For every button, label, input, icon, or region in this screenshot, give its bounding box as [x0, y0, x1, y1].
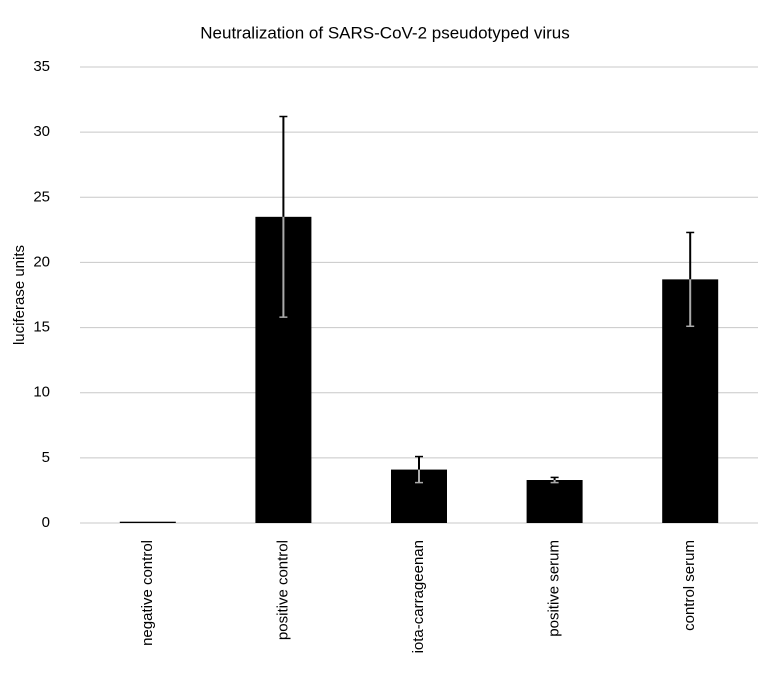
y-tick-label: 0	[42, 514, 50, 531]
bar	[119, 521, 176, 523]
x-tick-label: control serum	[681, 540, 698, 631]
chart-title: Neutralization of SARS-CoV-2 pseudotyped…	[200, 23, 569, 42]
y-axis-label: luciferase units	[11, 245, 28, 345]
bar	[526, 480, 583, 523]
x-tick-label: positive serum	[546, 540, 563, 637]
y-tick-label: 15	[33, 319, 50, 336]
x-tick-label: positive control	[274, 540, 291, 640]
y-tick-label: 10	[33, 384, 50, 401]
y-tick-label: 5	[42, 449, 50, 466]
y-tick-label: 30	[33, 123, 50, 140]
y-tick-label: 20	[33, 253, 50, 270]
x-tick-label: iota-carrageenan	[410, 540, 427, 653]
x-tick-label: negative control	[139, 540, 156, 646]
y-tick-label: 25	[33, 188, 50, 205]
y-tick-label: 35	[33, 58, 50, 75]
